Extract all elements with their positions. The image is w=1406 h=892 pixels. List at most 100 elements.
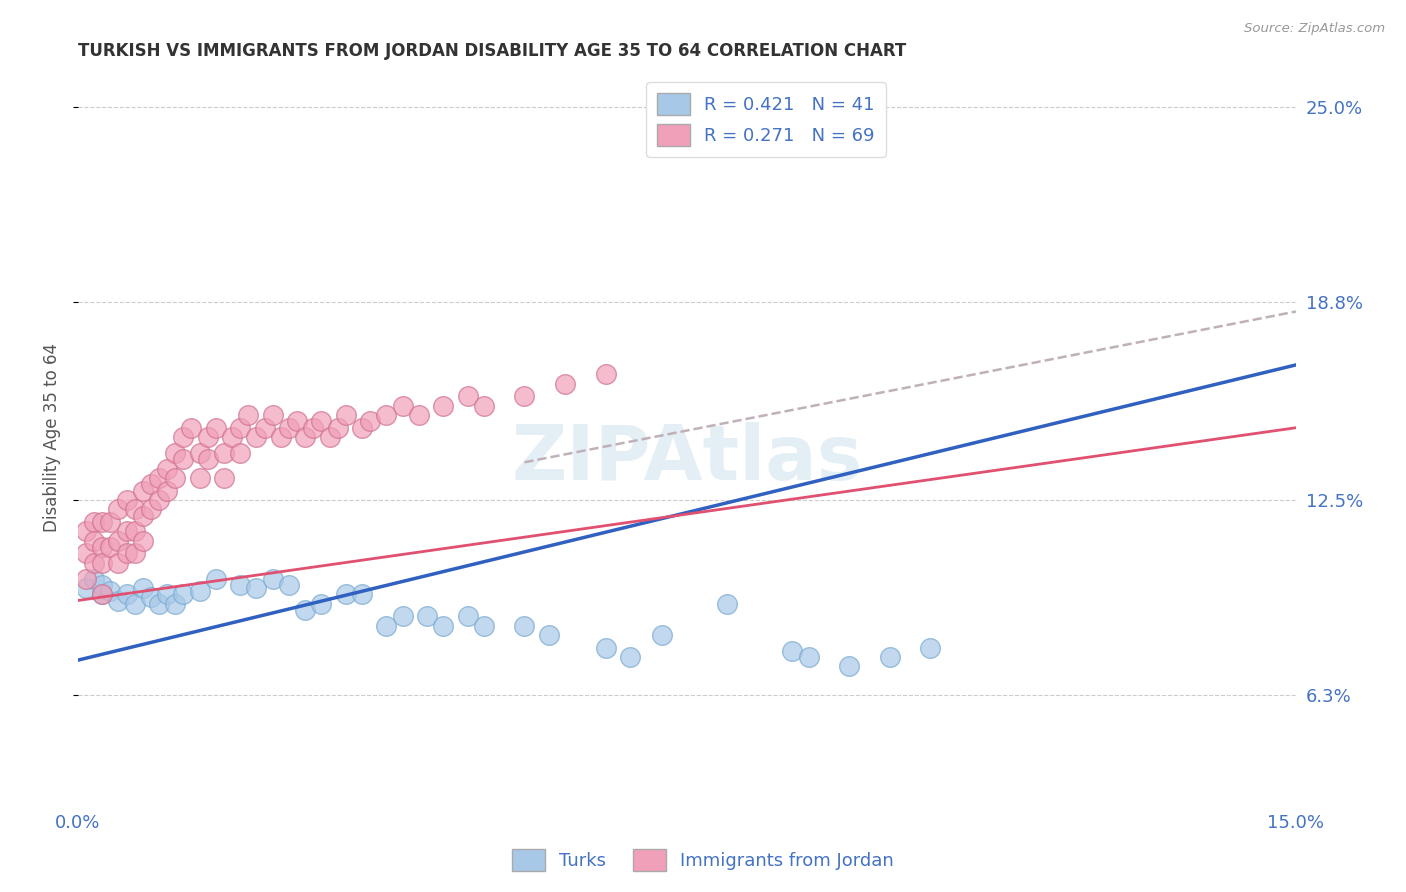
Point [124, 524, 146, 539]
Point [197, 452, 219, 467]
Point [311, 597, 333, 611]
Point [375, 618, 398, 632]
Point [83, 515, 105, 529]
Point [107, 533, 129, 548]
Point [416, 609, 439, 624]
Point [391, 609, 413, 624]
Point [124, 502, 146, 516]
Point [124, 546, 146, 560]
Point [651, 628, 673, 642]
Point [595, 640, 617, 655]
Point [335, 408, 357, 422]
Point [132, 533, 155, 548]
Point [262, 572, 284, 586]
Point [245, 581, 267, 595]
Point [513, 389, 536, 403]
Point [91, 587, 114, 601]
Point [879, 650, 901, 665]
Point [75, 546, 97, 560]
Point [554, 376, 576, 391]
Point [132, 581, 155, 595]
Point [115, 493, 138, 508]
Point [432, 618, 454, 632]
Point [132, 483, 155, 498]
Point [212, 446, 235, 460]
Point [270, 430, 292, 444]
Point [197, 430, 219, 444]
Point [408, 408, 430, 422]
Point [107, 502, 129, 516]
Point [98, 540, 121, 554]
Point [91, 515, 114, 529]
Point [165, 446, 187, 460]
Y-axis label: Disability Age 35 to 64: Disability Age 35 to 64 [44, 343, 60, 532]
Point [359, 414, 381, 428]
Point [457, 389, 479, 403]
Legend: Turks, Immigrants from Jordan: Turks, Immigrants from Jordan [505, 842, 901, 879]
Text: TURKISH VS IMMIGRANTS FROM JORDAN DISABILITY AGE 35 TO 64 CORRELATION CHART: TURKISH VS IMMIGRANTS FROM JORDAN DISABI… [77, 42, 905, 60]
Point [245, 430, 267, 444]
Point [335, 587, 357, 601]
Point [326, 421, 349, 435]
Point [311, 414, 333, 428]
Point [838, 659, 860, 673]
Point [595, 368, 617, 382]
Point [83, 533, 105, 548]
Point [797, 650, 820, 665]
Point [75, 572, 97, 586]
Point [139, 502, 162, 516]
Point [229, 421, 252, 435]
Point [205, 421, 228, 435]
Point [91, 587, 114, 601]
Point [165, 471, 187, 485]
Point [83, 572, 105, 586]
Point [188, 446, 211, 460]
Text: Source: ZipAtlas.com: Source: ZipAtlas.com [1244, 22, 1385, 36]
Point [513, 618, 536, 632]
Point [277, 421, 299, 435]
Point [253, 421, 276, 435]
Point [537, 628, 560, 642]
Point [285, 414, 308, 428]
Point [83, 556, 105, 570]
Point [238, 408, 260, 422]
Point [139, 477, 162, 491]
Text: ZIPAtlas: ZIPAtlas [512, 422, 862, 496]
Point [75, 581, 97, 595]
Point [75, 524, 97, 539]
Point [124, 597, 146, 611]
Point [139, 591, 162, 605]
Point [107, 556, 129, 570]
Point [457, 609, 479, 624]
Point [229, 446, 252, 460]
Point [277, 578, 299, 592]
Point [180, 421, 202, 435]
Point [619, 650, 641, 665]
Point [98, 515, 121, 529]
Point [91, 578, 114, 592]
Point [107, 593, 129, 607]
Point [221, 430, 243, 444]
Point [188, 584, 211, 599]
Point [188, 471, 211, 485]
Point [91, 540, 114, 554]
Point [432, 399, 454, 413]
Point [391, 399, 413, 413]
Point [318, 430, 340, 444]
Point [782, 644, 804, 658]
Point [115, 524, 138, 539]
Point [472, 399, 495, 413]
Point [98, 584, 121, 599]
Point [172, 452, 194, 467]
Point [472, 618, 495, 632]
Point [920, 640, 942, 655]
Point [115, 546, 138, 560]
Point [229, 578, 252, 592]
Point [172, 587, 194, 601]
Point [172, 430, 194, 444]
Point [212, 471, 235, 485]
Point [262, 408, 284, 422]
Point [350, 587, 373, 601]
Point [148, 493, 170, 508]
Point [716, 597, 738, 611]
